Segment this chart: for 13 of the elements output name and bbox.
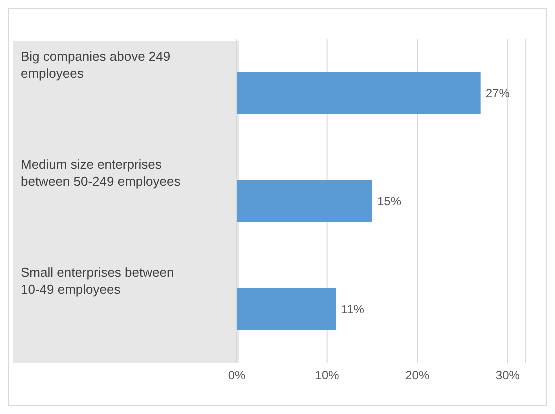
x-tick-label: 0% [228,368,246,383]
y-tick-label: Small enterprises between 10-49 employees [21,265,174,297]
bar [237,180,372,222]
x-tick-label: 20% [406,368,430,383]
data-label: 27% [486,86,510,100]
bar [237,288,336,330]
bar [237,72,481,114]
y-tick-label: Medium size enterprises between 50-249 employees [21,157,182,189]
data-label: 11% [341,302,365,316]
data-label: 15% [377,194,402,208]
x-tick-label: 30% [496,368,520,383]
y-tick-label: Big companies above 249 employees [21,49,171,81]
x-tick-label: 10% [315,368,340,383]
